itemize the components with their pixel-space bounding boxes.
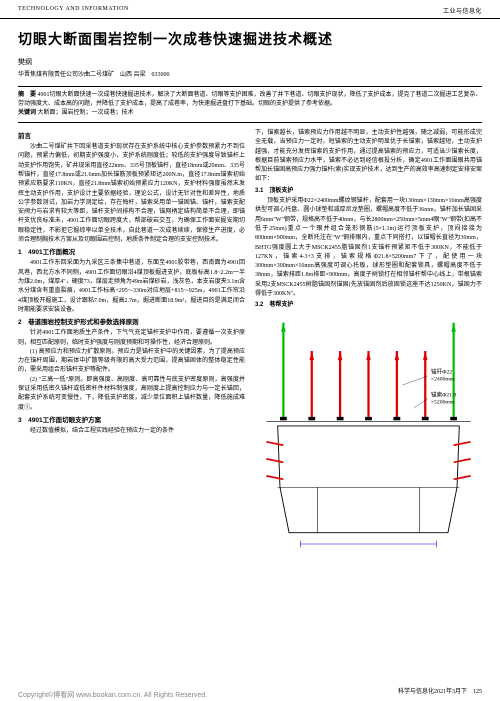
svg-text:锚索Φ21.8: 锚索Φ21.8 [431,390,457,398]
abstract-label: 摘 要 [18,92,36,98]
heading-1: 1 4901工作面概况 [18,248,245,258]
article-title: 切眼大断面围岩控制一次成巷快速掘进技术概述 [18,29,482,49]
para-2a: 针对4901工作面地质生产条件，下气气充定锚杆支护中作用，要遵循一次支护原则，相… [18,329,245,348]
author-affiliation: 华晋焦煤有限责任公司沙曲二号煤矿 山西 吕梁 033000 [18,69,482,78]
para-2c: (2) "三高一低"原则。即高强度、高刚度、高可靠性与底支护密度原则，高强度并保… [18,376,245,413]
header-left: TECHNOLOGY AND INFORMATION [18,6,129,15]
abstract-text: 4901切眼大断面快速一次成巷快速掘进技术，解决了大断面巷道、切眼等支护困难，改… [18,92,482,107]
para-1: 4901工作东回采面为九采区三条集中巷道，东面至4901胶带巷，西南面为4901… [18,259,245,315]
para-r2: 顶板支护采用Φ22×2400mm螺纹钢锚杆，配套用一块130mm×130mm×1… [255,197,482,299]
abstract-block: 摘 要 4901切眼大断面快速一次成巷快速掘进技术，解决了大断面巷道、切眼等支护… [18,86,482,123]
para-preface: 沙曲二号煤矿井下回采巷道支护现状存在支护系统中核心支护参数预紧力不到位问题，预紧… [18,143,245,245]
heading-preface: 前言 [18,132,245,142]
svg-text:×5200mm: ×5200mm [431,399,455,405]
heading-3-2: 3.2 巷帮支护 [255,301,482,310]
heading-3: 3 4901工作面切眼支护方案 [18,416,245,426]
para-r1: 下，锚索越长，锚索预应力作用越不明显，主动支护性越强，随之减弱，可能形成完全无载… [255,129,482,185]
support-diagram: 锚杆Φ22 ×2400mm 锚索Φ21.8 ×5200mm [255,317,482,555]
header-right: 工业与信息化 [443,6,482,15]
heading-3-1: 3.1 顶板支护 [255,187,482,196]
watermark: Copyright©博看网 www.bookan.com.cn. All Rig… [18,690,207,700]
para-3: 经过数值模拟，结合工程实践经验在预应力一定的条件 [18,427,245,436]
right-column: 下，锚索越长，锚索预应力作用越不明显，主动支护性越强，随之减弱，可能形成完全无载… [255,129,482,555]
keywords-label: 关键词 [18,110,36,116]
author-name: 樊纲 [18,57,482,67]
para-2b: (1) 高预应力和预应力扩散原则。预应力是锚杆支护中的关键因素，为了提高预应力在… [18,348,245,376]
heading-2: 2 巷道围岩控制支护形式和参数选择原则 [18,318,245,328]
svg-text:×2400mm: ×2400mm [431,376,455,382]
keywords-text: 大断面；围岩控制；一次成巷；技术 [38,110,134,116]
page-footer: 科学与信息化2021年3月下 125 [398,686,482,695]
svg-text:锚杆Φ22: 锚杆Φ22 [431,367,452,375]
left-column: 前言 沙曲二号煤矿井下回采巷道支护现状存在支护系统中核心支护参数预紧力不到位问题… [18,129,245,555]
